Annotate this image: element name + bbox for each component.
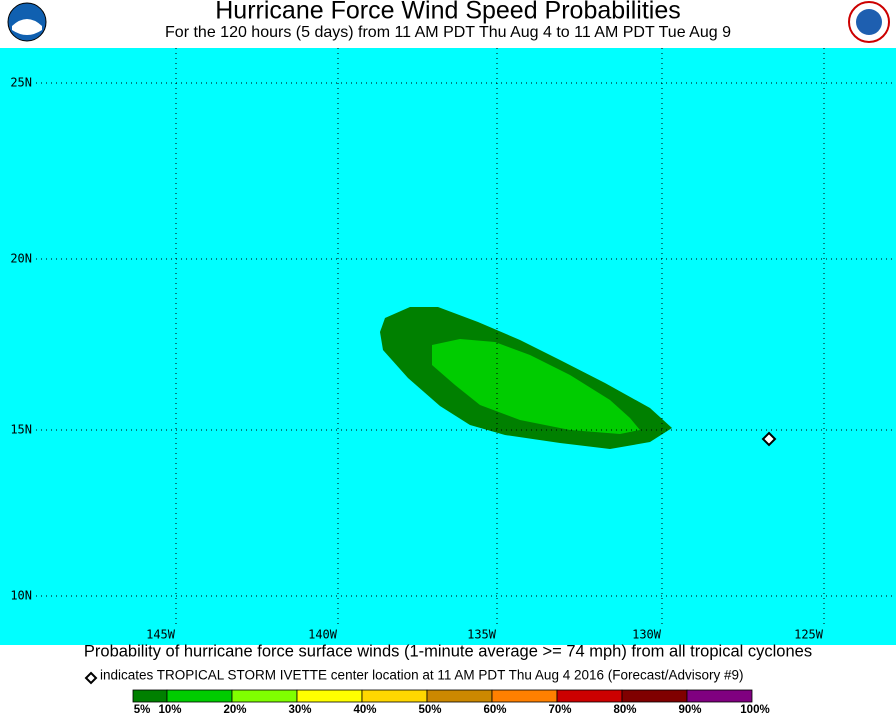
caption: Probability of hurricane force surface w… [84,642,812,660]
lat-label: 20N [10,252,32,266]
lon-label: 130W [632,628,662,642]
legend-swatch [491,689,558,703]
legend-label: 70% [548,704,571,716]
lon-label: 135W [467,628,497,642]
lat-label: 25N [10,76,32,90]
legend-swatch [231,689,298,703]
note-marker [84,671,98,685]
note: indicates TROPICAL STORM IVETTE center l… [100,668,744,683]
legend-label: 30% [288,704,311,716]
lon-label: 145W [146,628,176,642]
legend-label: 5% [134,704,151,716]
legend-label: 40% [353,704,376,716]
legend-swatch [361,689,428,703]
storm-marker [761,431,777,447]
legend-label: 100% [740,704,769,716]
legend-swatch [132,689,168,703]
legend-swatch [686,689,753,703]
nws-logo-inner [856,9,882,35]
legend-label: 80% [613,704,636,716]
legend-swatch [296,689,363,703]
legend-swatch [426,689,493,703]
title: Hurricane Force Wind Speed Probabilities [215,0,681,25]
legend-label: 60% [483,704,506,716]
legend-swatch [621,689,688,703]
legend-label: 90% [678,704,701,716]
lat-label: 15N [10,423,32,437]
lon-label: 125W [794,628,824,642]
legend-label: 50% [418,704,441,716]
lat-label: 10N [10,589,32,603]
legend-swatch [556,689,623,703]
legend-label: 20% [223,704,246,716]
lon-label: 140W [308,628,338,642]
subtitle: For the 120 hours (5 days) from 11 AM PD… [165,24,731,41]
noaa-logo-wave [12,19,42,35]
contour-10pct [432,339,640,434]
legend-swatch [166,689,233,703]
legend-label: 10% [158,704,181,716]
